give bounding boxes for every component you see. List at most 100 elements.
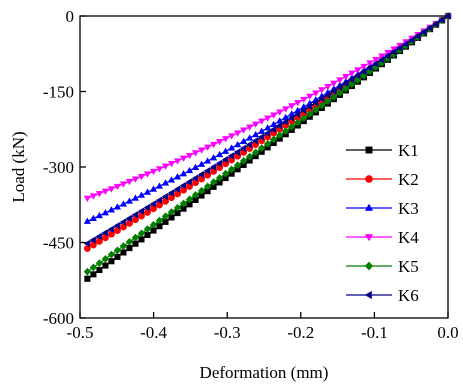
legend-entry-K6: K6 [346,286,419,305]
data-point [276,131,284,140]
data-point [221,169,230,178]
legend-entry-K1: K1 [346,141,419,160]
data-point [137,173,146,181]
data-point [264,124,272,131]
data-point [101,254,110,263]
x-axis-title: Deformation (mm) [200,363,329,382]
legend-label: K2 [398,170,419,189]
data-point [252,121,260,128]
legend-entry-K5: K5 [346,257,419,276]
data-point [197,186,206,195]
data-point [215,159,223,167]
legend-marker [364,290,372,300]
data-point [149,185,158,192]
legend-label: K4 [398,228,419,247]
data-point [209,163,217,171]
x-tick-label: -0.5 [67,323,94,342]
data-point [131,194,140,201]
data-point [311,98,319,107]
data-point [384,52,391,60]
data-point [161,212,170,221]
data-point [408,36,415,44]
data-point [137,207,144,215]
data-point [258,127,266,134]
data-point [300,114,308,123]
data-point [305,102,313,111]
data-point [119,242,128,251]
data-point [96,266,103,274]
data-point [233,148,241,156]
data-point [221,136,230,143]
data-point [390,48,397,56]
data-point [95,259,104,268]
data-point [126,245,133,252]
data-point [245,152,254,161]
data-point [239,156,248,165]
data-point [107,206,116,213]
data-point [354,67,362,74]
data-point [119,200,128,207]
data-point [89,214,98,222]
data-point [179,155,188,163]
data-point [366,60,374,67]
data-point [221,155,229,164]
legend-label: K1 [398,141,419,160]
data-point [263,139,272,148]
data-point [239,127,248,134]
data-point [209,178,218,187]
data-point [125,197,134,204]
data-point [173,185,181,193]
x-tick-label: -0.1 [361,323,388,342]
data-point [161,163,170,171]
data-point [113,183,122,191]
data-point [84,275,91,282]
data-point [347,75,355,83]
data-point [420,28,427,36]
y-tick-label: -600 [43,309,74,328]
data-point [83,267,92,276]
data-point [161,179,170,186]
data-point [263,129,271,137]
data-point [119,218,126,226]
data-point [293,110,301,118]
data-point [83,239,90,248]
data-point [269,135,278,144]
legend-marker [364,261,374,271]
y-tick-label: -150 [43,83,74,102]
data-point [252,130,260,138]
data-point [336,88,344,97]
data-point [227,133,236,140]
y-axis-title: Load (kN) [9,131,28,202]
data-point [143,203,150,212]
data-point [221,147,230,154]
data-point [239,137,248,144]
data-point [264,115,272,122]
data-point [251,137,259,145]
legend-label: K6 [398,286,419,305]
series-K6 [83,12,451,248]
data-point [185,195,194,204]
data-point [131,176,140,183]
data-point [330,80,338,88]
legend-label: K5 [398,257,419,276]
data-point [119,181,128,188]
legend-marker [365,175,373,183]
data-point [191,163,200,171]
data-point [299,106,307,114]
data-point [378,53,386,60]
data-point [167,176,176,183]
data-point [185,152,194,160]
data-point [132,240,139,247]
data-point [155,166,164,173]
data-point [137,191,146,198]
data-point [318,87,326,94]
data-point [336,77,344,84]
data-point [155,182,164,189]
data-point [258,118,266,125]
data-point [173,173,182,180]
data-point [426,24,433,32]
data-point [329,87,337,95]
data-point [185,178,193,186]
data-point [215,173,224,182]
data-point [402,40,409,48]
